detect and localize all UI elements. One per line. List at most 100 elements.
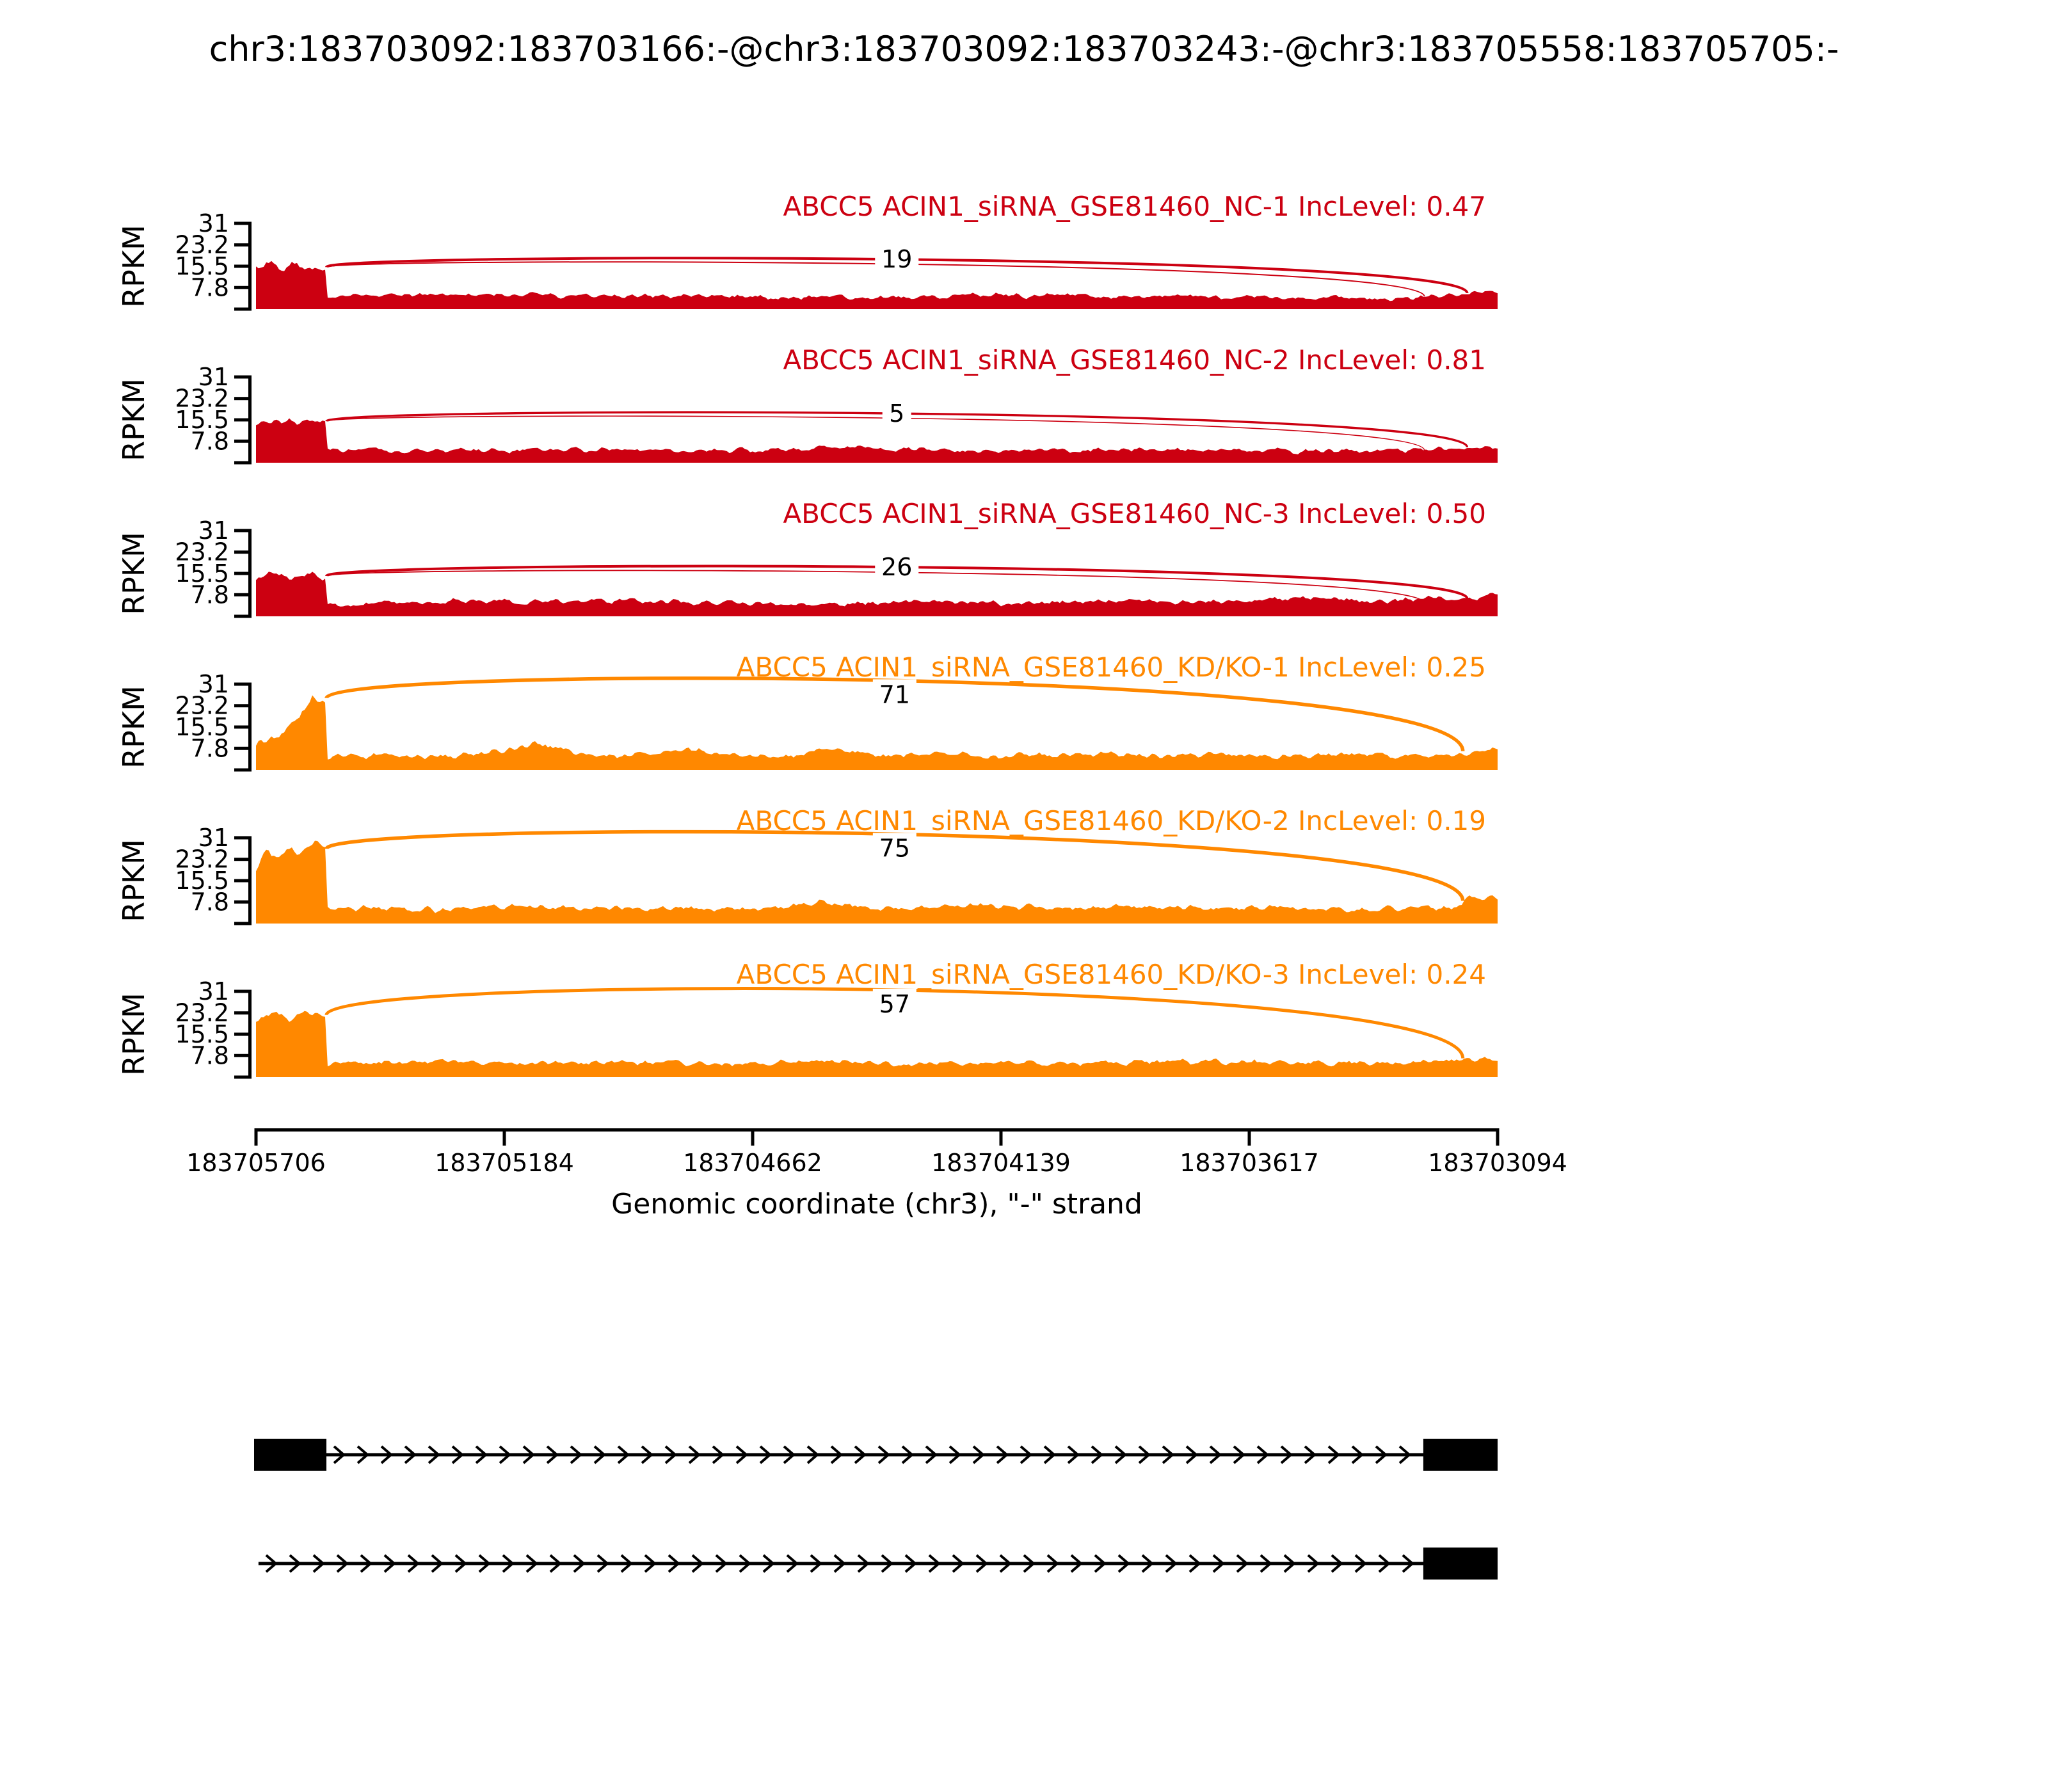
exon-box xyxy=(1423,1548,1498,1580)
junction-count-bg xyxy=(872,679,916,710)
y-tick xyxy=(234,858,252,861)
track-title: ABCC5 ACIN1_siRNA_GSE81460_KD/KO-2 IncLe… xyxy=(737,805,1486,836)
y-tick-label: 31 xyxy=(198,670,229,698)
y-axis-title: RPKM xyxy=(116,225,151,308)
y-tick xyxy=(234,397,252,401)
y-tick-label: 7.8 xyxy=(191,734,229,762)
coverage-area xyxy=(256,260,1498,309)
junction-count-label: 57 xyxy=(879,990,910,1018)
y-tick xyxy=(234,550,252,554)
y-tick-label: 15.5 xyxy=(175,1020,229,1048)
y-tick-label: 31 xyxy=(198,209,229,237)
y-tick-label: 7.8 xyxy=(191,888,229,916)
junction-count-bg xyxy=(882,398,911,429)
y-tick-label: 23.2 xyxy=(175,538,229,566)
y-tick xyxy=(234,529,252,532)
x-tick-label: 183703094 xyxy=(1428,1149,1567,1177)
y-tick xyxy=(234,768,252,772)
track-title: ABCC5 ACIN1_siRNA_GSE81460_NC-1 IncLevel… xyxy=(783,191,1486,222)
y-tick xyxy=(234,264,252,268)
y-tick xyxy=(234,746,252,750)
y-tick-label: 23.2 xyxy=(175,999,229,1027)
y-axis-title: RPKM xyxy=(116,839,151,922)
x-tick xyxy=(999,1128,1003,1146)
y-tick-label: 7.8 xyxy=(191,580,229,609)
y-tick xyxy=(234,1032,252,1036)
coverage-area xyxy=(256,572,1498,616)
x-tick xyxy=(1496,1128,1500,1146)
y-tick xyxy=(234,900,252,904)
y-tick-label: 31 xyxy=(198,824,229,852)
y-axis-title: RPKM xyxy=(116,993,151,1076)
x-tick xyxy=(1247,1128,1251,1146)
y-tick xyxy=(234,1011,252,1015)
y-tick-label: 15.5 xyxy=(175,867,229,895)
y-tick xyxy=(234,704,252,708)
y-tick xyxy=(234,375,252,379)
x-tick-label: 183704139 xyxy=(931,1149,1071,1177)
junction-count-label: 26 xyxy=(881,553,912,581)
y-tick-label: 31 xyxy=(198,516,229,545)
y-tick xyxy=(234,879,252,883)
track-6: 7.815.523.231 RPKM ABCC5 ACIN1_siRNA_GSE81… xyxy=(116,959,1498,1079)
y-tick xyxy=(234,243,252,247)
y-tick-label: 23.2 xyxy=(175,845,229,874)
y-tick xyxy=(234,1075,252,1079)
x-tick-label: 183705184 xyxy=(435,1149,574,1177)
junction-count-bg xyxy=(875,244,919,275)
isoform-2 xyxy=(258,1548,1498,1580)
junction-count-label: 71 xyxy=(879,680,910,708)
y-tick xyxy=(234,836,252,840)
y-tick-label: 15.5 xyxy=(175,252,229,280)
y-tick-label: 15.5 xyxy=(175,559,229,588)
junction-count-bg xyxy=(872,833,916,864)
y-tick-label: 23.2 xyxy=(175,692,229,720)
y-axis-title: RPKM xyxy=(116,532,151,615)
x-axis-group: 183705706 183705184 183704662 183704139 1837… xyxy=(186,1128,1567,1177)
y-axis-title: RPKM xyxy=(116,378,151,461)
junction-count-bg xyxy=(875,552,919,583)
strand-arrows xyxy=(333,1445,1412,1464)
y-tick-label: 23.2 xyxy=(175,385,229,413)
y-axis-title: RPKM xyxy=(116,685,151,769)
track-5: 7.815.523.231 RPKM ABCC5 ACIN1_siRNA_GSE81… xyxy=(116,805,1498,925)
junction-arc xyxy=(326,415,1425,451)
track-1: 7.815.523.231 RPKM ABCC5 ACIN1_siRNA_GSE81… xyxy=(116,191,1498,311)
y-tick xyxy=(234,725,252,729)
y-tick xyxy=(234,307,252,311)
y-tick xyxy=(234,285,252,289)
coverage-area xyxy=(256,840,1498,924)
y-tick xyxy=(234,922,252,925)
y-tick xyxy=(234,221,252,225)
y-tick xyxy=(234,989,252,993)
y-tick-label: 7.8 xyxy=(191,427,229,455)
track-title: ABCC5 ACIN1_siRNA_GSE81460_NC-2 IncLevel… xyxy=(783,344,1486,376)
track-3: 7.815.523.231 RPKM ABCC5 ACIN1_siRNA_GSE81… xyxy=(116,498,1498,618)
x-tick xyxy=(751,1128,755,1146)
track-title: ABCC5 ACIN1_siRNA_GSE81460_NC-3 IncLevel… xyxy=(783,498,1486,529)
strand-arrows xyxy=(265,1554,1414,1573)
intron-line xyxy=(258,1562,1425,1565)
isoform-1 xyxy=(254,1439,1498,1471)
y-tick xyxy=(234,593,252,596)
track-title: ABCC5 ACIN1_siRNA_GSE81460_KD/KO-3 IncLe… xyxy=(737,959,1486,990)
x-tick-label: 183703617 xyxy=(1180,1149,1319,1177)
y-tick xyxy=(234,572,252,575)
x-tick xyxy=(254,1128,258,1146)
exon-box xyxy=(1423,1439,1498,1471)
y-tick xyxy=(234,614,252,618)
y-tick xyxy=(234,439,252,443)
y-tick xyxy=(234,461,252,465)
x-axis-line xyxy=(255,1128,1499,1132)
x-tick-label: 183704662 xyxy=(683,1149,822,1177)
coverage-area xyxy=(256,1011,1498,1077)
y-tick-label: 15.5 xyxy=(175,713,229,741)
y-tick-label: 7.8 xyxy=(191,1041,229,1069)
track-title: ABCC5 ACIN1_siRNA_GSE81460_KD/KO-1 IncLe… xyxy=(737,652,1486,683)
intron-line xyxy=(326,1453,1425,1457)
y-tick-label: 15.5 xyxy=(175,406,229,434)
x-tick xyxy=(502,1128,506,1146)
